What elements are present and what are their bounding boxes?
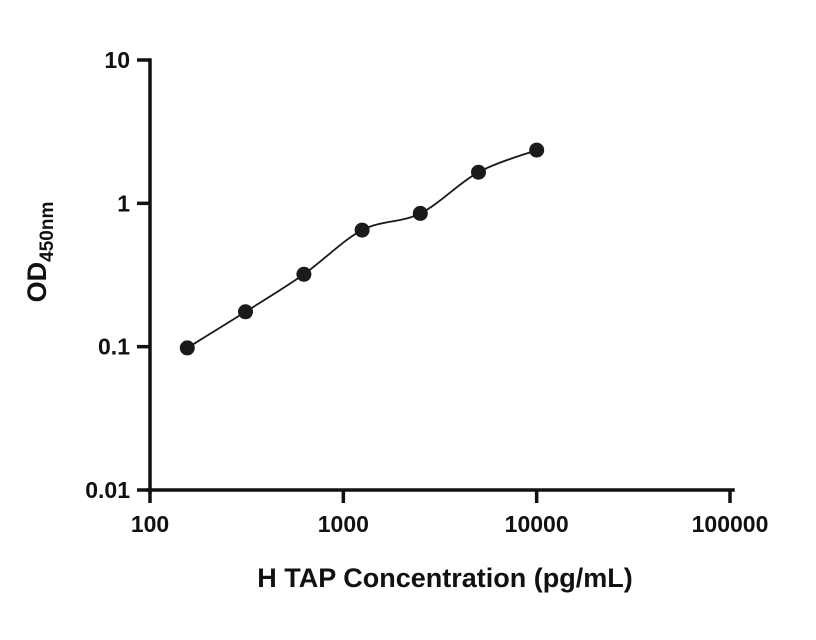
x-tick-label: 100 — [131, 511, 169, 537]
data-point — [412, 205, 428, 221]
x-tick-label: 1000 — [318, 511, 369, 537]
x-axis-label: H TAP Concentration (pg/mL) — [257, 563, 632, 593]
x-tick-label: 10000 — [505, 511, 569, 537]
y-tick-label: 0.01 — [85, 477, 130, 503]
fit-curve — [186, 149, 538, 349]
y-tick-label: 10 — [104, 47, 130, 73]
data-point — [179, 340, 195, 356]
y-tick-label: 1 — [117, 190, 130, 216]
data-point — [354, 222, 370, 238]
x-tick-label: 100000 — [692, 511, 769, 537]
y-tick-label: 0.1 — [98, 334, 130, 360]
data-point — [238, 304, 253, 320]
y-axis-label: OD450nm — [22, 202, 58, 303]
data-point — [529, 142, 545, 158]
plot-layer: 100 1000 10000 100000 0.01 0.1 1 10 — [85, 47, 768, 537]
data-point — [471, 164, 486, 180]
data-point — [296, 266, 312, 282]
